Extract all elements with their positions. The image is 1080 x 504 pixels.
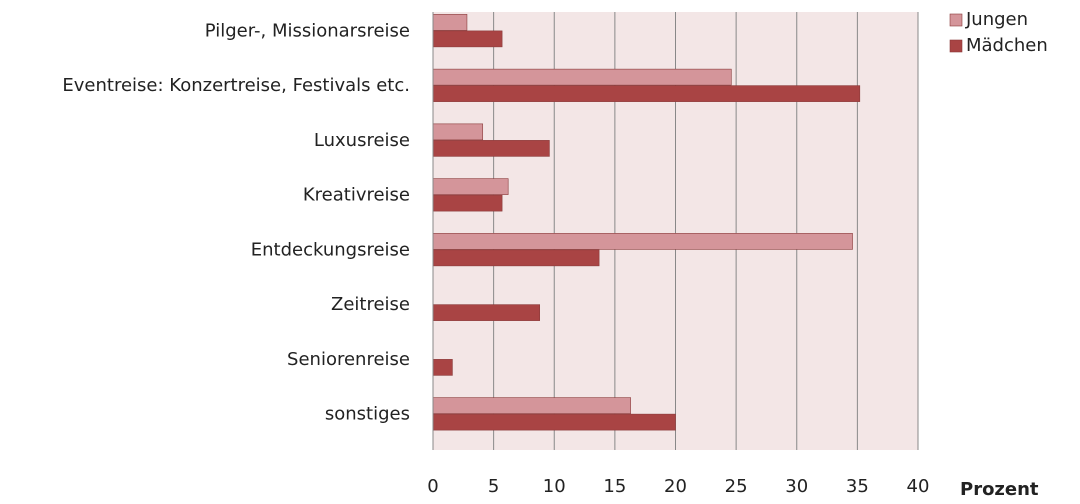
legend-label: Mädchen (966, 35, 1048, 56)
bar (432, 140, 550, 157)
bar (432, 85, 861, 102)
bar (432, 30, 503, 48)
x-tick-label: 30 (785, 476, 808, 497)
y-tick-label: Luxusreise (314, 130, 410, 151)
x-tick-label: 10 (543, 476, 566, 497)
y-tick-label: Seniorenreise (287, 349, 410, 370)
bar (432, 178, 509, 195)
bar (432, 304, 540, 321)
x-tick-label: 0 (427, 476, 438, 497)
bar (432, 233, 853, 250)
y-tick-label: Eventreise: Konzertreise, Festivals etc. (62, 75, 410, 96)
y-tick-label: Kreativreise (303, 185, 410, 206)
bar (432, 249, 600, 267)
bar (432, 194, 503, 212)
legend-swatch (949, 13, 963, 27)
y-tick-label: Entdeckungsreise (251, 239, 410, 260)
x-tick-label: 15 (603, 476, 626, 497)
y-tick-label: Zeitreise (331, 294, 410, 315)
x-tick-label: 35 (846, 476, 869, 497)
bar (432, 14, 468, 31)
bar (432, 359, 453, 376)
legend-swatch (949, 39, 963, 53)
x-axis-label: Prozent (960, 479, 1039, 500)
bar (432, 397, 631, 414)
x-tick-label: 40 (907, 476, 930, 497)
bar (432, 68, 732, 86)
legend-label: Jungen (965, 9, 1028, 30)
bar (432, 413, 676, 431)
x-tick-label: 5 (488, 476, 499, 497)
bar (432, 123, 484, 141)
x-tick-label: 20 (664, 476, 687, 497)
x-tick-label: 25 (725, 476, 748, 497)
y-tick-label: Pilger-, Missionarsreise (205, 20, 410, 41)
y-tick-label: sonstiges (325, 404, 410, 425)
